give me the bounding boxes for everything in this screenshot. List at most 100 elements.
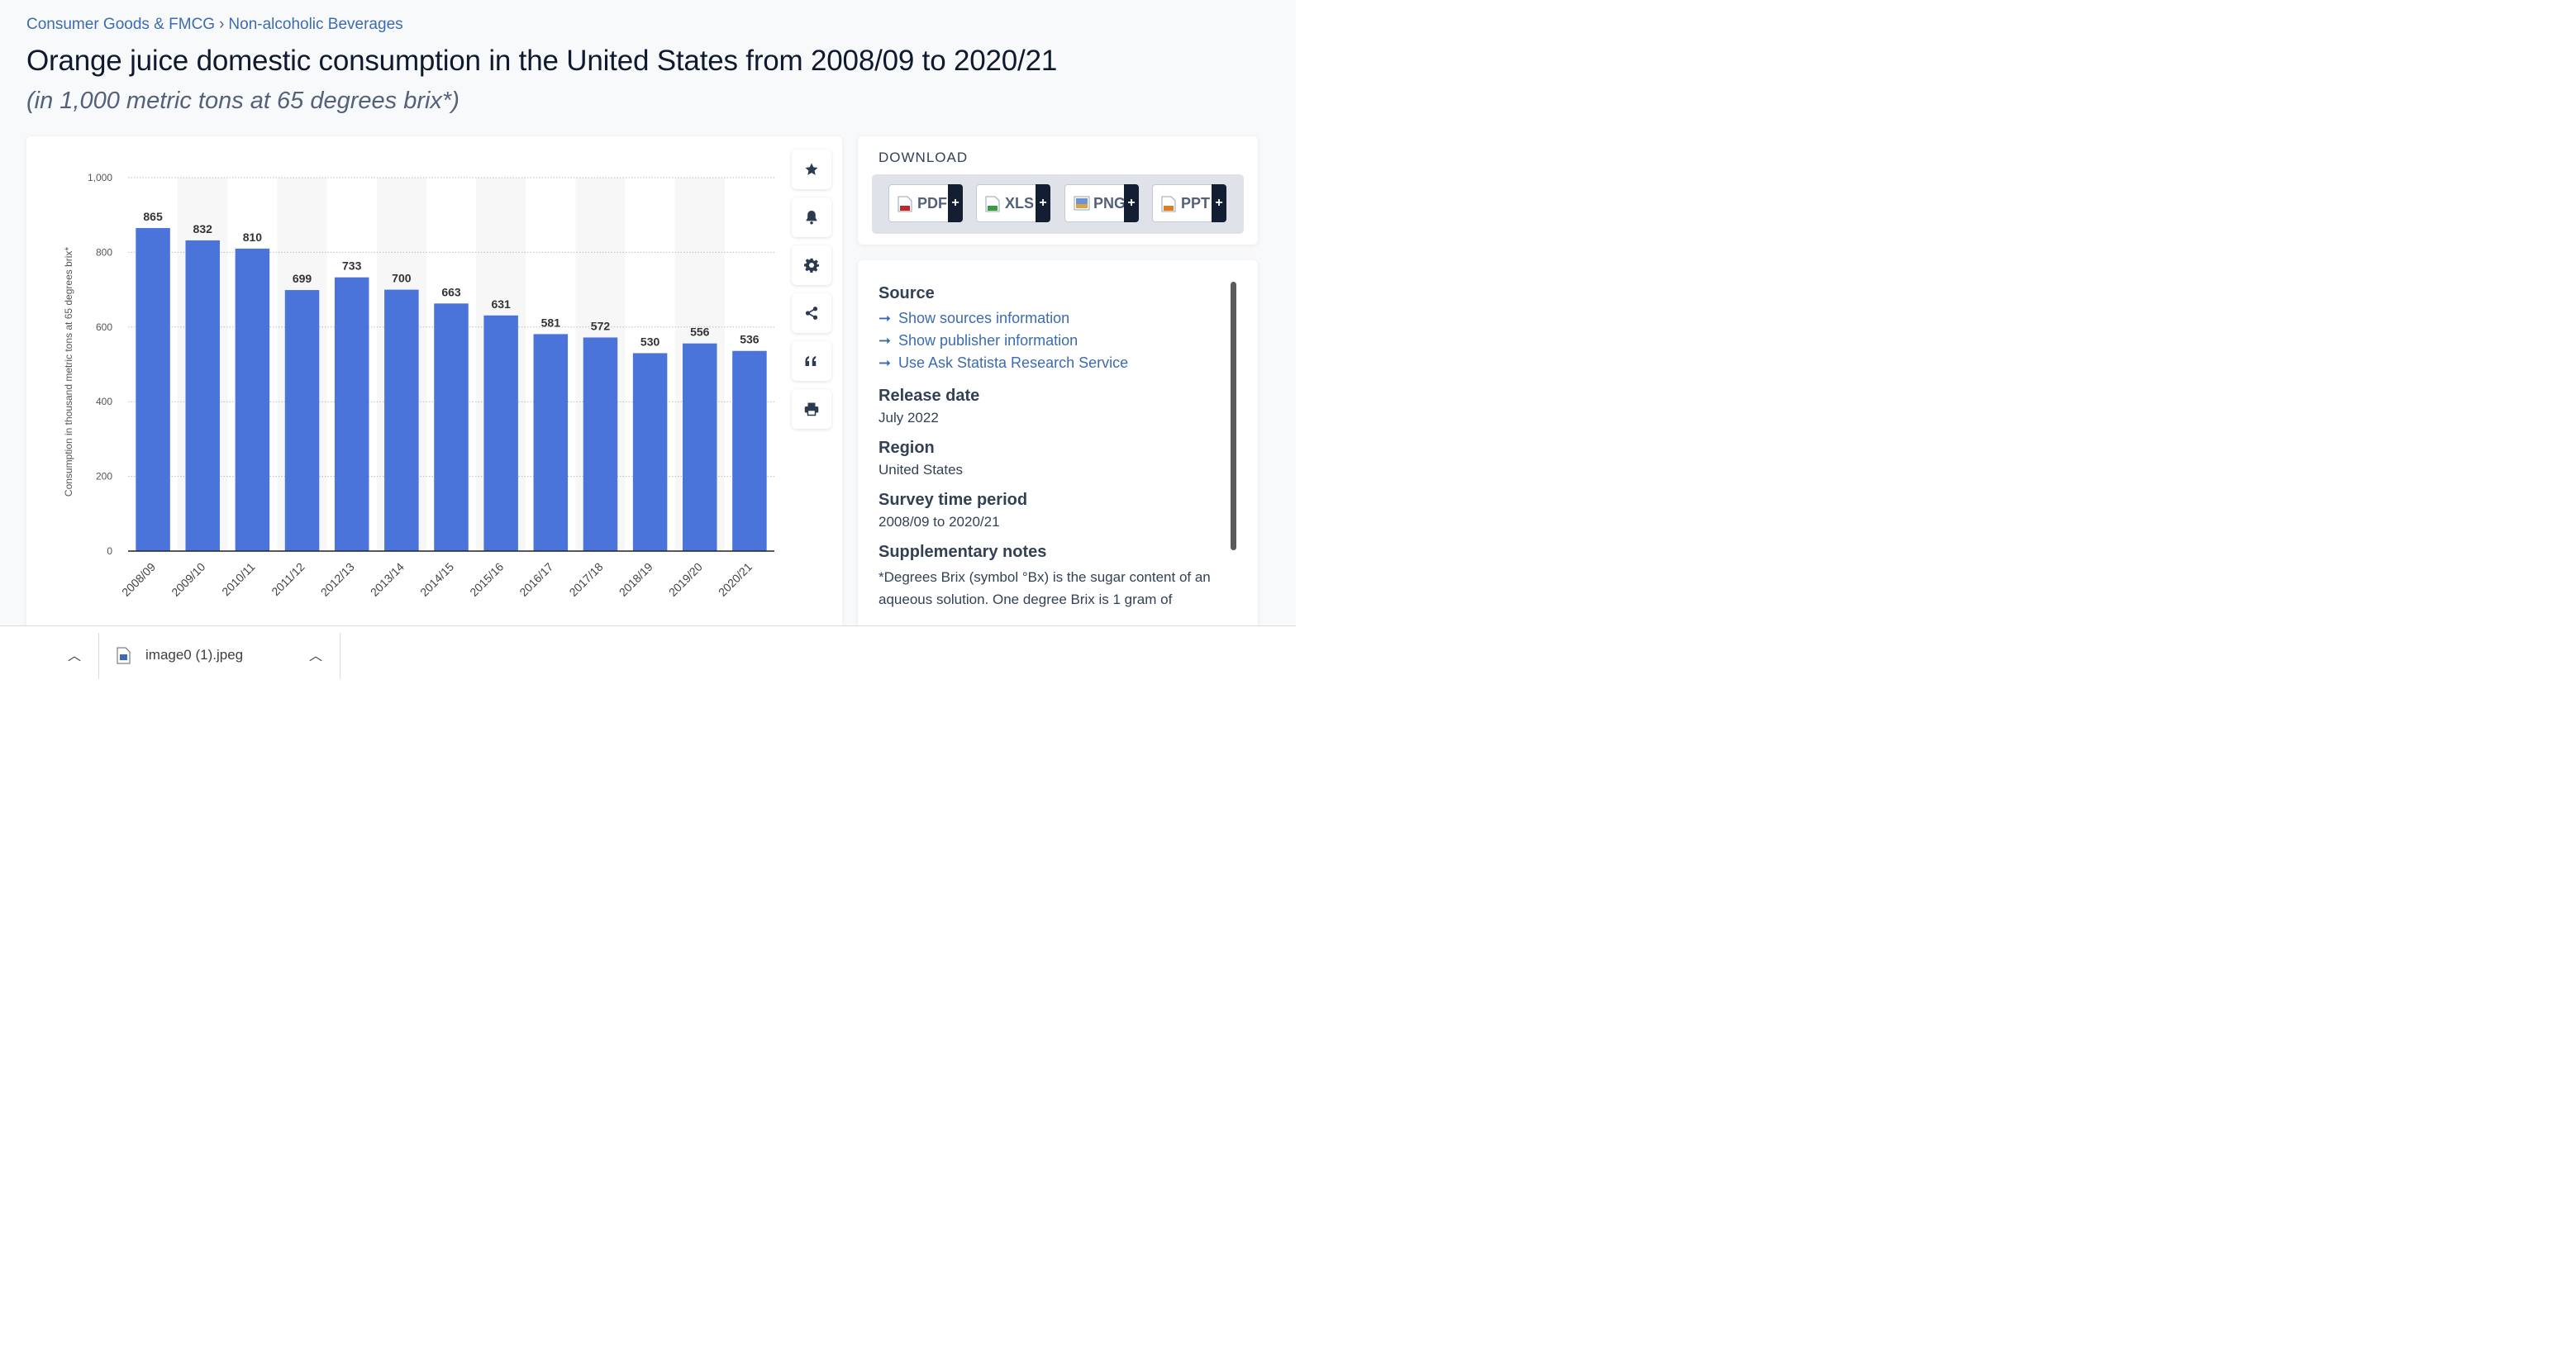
arrow-right-icon: ➞ (879, 332, 892, 349)
share-button[interactable] (792, 293, 831, 333)
x-tick-label: 2014/15 (417, 560, 456, 599)
data-label: 581 (541, 316, 561, 329)
arrow-right-icon: ➞ (879, 354, 892, 371)
x-tick-label: 2016/17 (517, 560, 555, 599)
pdf-file-icon (898, 196, 912, 212)
download-title: DOWNLOAD (879, 150, 969, 165)
supplementary-notes-text: *Degrees Brix (symbol °Bx) is the sugar … (879, 569, 1211, 607)
release-date-heading: Release date (879, 387, 980, 405)
page-title: Orange juice domestic consumption in the… (26, 45, 1058, 77)
data-label: 631 (491, 297, 511, 311)
bar-chart: 0 200 400 600 800 1,000 865 2008/09 832 2009/10 81… (63, 172, 774, 599)
download-ppt-label: PPT (1181, 195, 1211, 212)
xls-file-icon (985, 196, 1000, 212)
x-tick-label: 2009/10 (169, 560, 207, 599)
download-xls-plus[interactable]: + (1036, 184, 1050, 222)
print-button[interactable] (792, 389, 831, 429)
x-tick-label: 2018/19 (617, 560, 655, 599)
download-ppt-plus[interactable]: + (1212, 184, 1226, 222)
x-tick-label: 2017/18 (566, 560, 605, 599)
data-label: 700 (392, 272, 412, 285)
ppt-file-icon (1161, 196, 1176, 212)
ask-statista-link[interactable]: ➞ Use Ask Statista Research Service (879, 352, 1217, 374)
region-heading: Region (879, 439, 935, 457)
bar (136, 228, 170, 551)
bar (384, 289, 419, 551)
download-xls-label: XLS (1005, 195, 1035, 212)
bar (483, 315, 518, 551)
download-png-label: PNG (1093, 195, 1126, 212)
y-tick-label: 0 (107, 545, 112, 557)
star-icon (805, 163, 818, 175)
survey-period-value: 2008/09 to 2020/21 (879, 514, 1000, 530)
page-subtitle: (in 1,000 metric tons at 65 degrees brix… (26, 88, 459, 114)
bar (732, 350, 767, 551)
print-icon (804, 402, 819, 416)
show-sources-link[interactable]: ➞ Show sources information (879, 307, 1217, 330)
bar (284, 290, 320, 551)
source-heading: Source (879, 284, 935, 302)
data-label: 810 (243, 231, 263, 244)
x-tick-label: 2020/21 (716, 560, 755, 599)
data-label: 733 (342, 259, 362, 273)
chevron-up-icon[interactable]: ︿ (68, 649, 82, 663)
download-pdf-button[interactable]: PDF + (888, 184, 963, 222)
region-value: United States (879, 462, 964, 478)
bar (533, 334, 569, 551)
share-icon (805, 307, 818, 320)
download-png-plus[interactable]: + (1124, 184, 1139, 222)
x-tick-label: 2015/16 (467, 560, 506, 599)
breadcrumb-item-consumer-goods[interactable]: Consumer Goods & FMCG (26, 16, 216, 33)
x-tick-label: 2011/12 (269, 560, 307, 599)
download-pdf-label: PDF (917, 195, 947, 212)
bar (334, 277, 369, 551)
download-ppt-button[interactable]: PPT + (1152, 184, 1226, 222)
gear-icon (804, 258, 819, 273)
data-label: 699 (293, 272, 312, 285)
download-shelf: ︿ image0 (1).jpeg ︿ (0, 625, 1296, 679)
bar (434, 303, 469, 551)
breadcrumb-item-non-alcoholic-beverages[interactable]: Non-alcoholic Beverages (228, 16, 403, 33)
notification-button[interactable] (792, 197, 831, 237)
x-tick-label: 2008/09 (119, 560, 158, 599)
quote-icon (805, 356, 817, 366)
favorite-button[interactable] (792, 150, 831, 189)
y-tick-label: 200 (96, 471, 112, 483)
info-panel-scrollbar[interactable] (1231, 282, 1236, 550)
bell-icon (806, 211, 817, 225)
bar (683, 343, 717, 551)
show-publisher-link[interactable]: ➞ Show publisher information (879, 330, 1217, 352)
y-tick-label: 1,000 (88, 172, 112, 183)
cite-button[interactable] (792, 341, 831, 381)
data-label: 865 (143, 210, 163, 223)
statistic-info-panel: Source ➞ Show sources information ➞ Show p… (858, 260, 1258, 640)
data-label: 832 (193, 222, 213, 235)
chart-card: 0 200 400 600 800 1,000 865 2008/09 832 2009/10 81… (26, 136, 842, 632)
bar (583, 337, 618, 551)
shelf-divider (98, 633, 99, 679)
data-label: 536 (740, 333, 759, 346)
y-tick-label: 800 (96, 246, 112, 258)
breadcrumb-separator: › (219, 16, 225, 33)
settings-button[interactable] (792, 245, 831, 285)
data-label: 572 (591, 319, 611, 332)
x-tick-label: 2012/13 (318, 560, 357, 599)
x-tick-label: 2010/11 (219, 560, 258, 599)
data-label: 663 (441, 285, 461, 298)
image-file-icon (117, 647, 131, 664)
download-panel: DOWNLOAD PDF + XLS + PNG + PPT + (858, 136, 1258, 245)
bar (235, 248, 270, 551)
download-options: PDF + XLS + PNG + PPT + (872, 174, 1244, 234)
y-tick-label: 600 (96, 321, 112, 333)
download-png-button[interactable]: PNG + (1064, 184, 1139, 222)
y-axis-title: Consumption in thousand metric tons at 6… (63, 247, 74, 497)
x-tick-label: 2013/14 (368, 560, 407, 599)
x-tick-label: 2019/20 (666, 560, 705, 599)
survey-period-heading: Survey time period (879, 491, 1028, 509)
download-pdf-plus[interactable]: + (948, 184, 963, 222)
download-xls-button[interactable]: XLS + (976, 184, 1050, 222)
chart-toolbar (792, 150, 831, 437)
file-options-chevron-icon[interactable]: ︿ (309, 649, 323, 663)
breadcrumb: Consumer Goods & FMCG › Non-alcoholic Beve… (26, 16, 403, 34)
downloaded-file-name[interactable]: image0 (1).jpeg (145, 647, 244, 663)
